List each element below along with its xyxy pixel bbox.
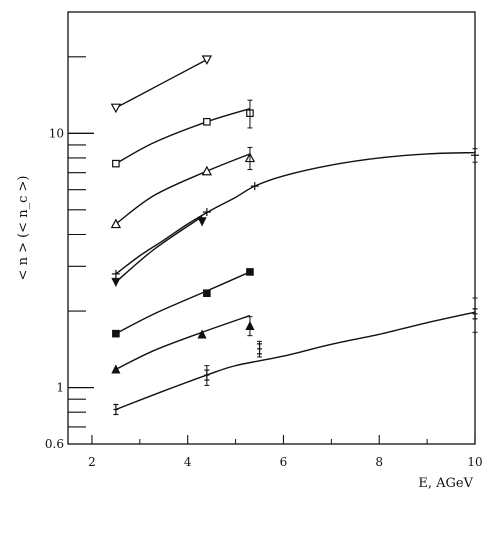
plot-frame [67,11,476,445]
series-curve [115,153,251,225]
marker-triangle-up-filled [111,364,121,374]
marker-triangle-down-open [110,103,122,114]
series-curve [115,314,251,370]
series-curve [115,311,476,411]
x-tick-label: 6 [280,455,288,469]
marker-triangle-down-open [201,55,213,66]
y-tick-label: 0.6 [45,437,64,451]
marker-square-filled [112,329,120,338]
series-curve [115,216,203,283]
x-tick-label: 2 [88,455,96,469]
marker-square-filled [203,289,211,298]
y-axis-title: < n > (< n_c >) [16,176,31,281]
series-curve [115,271,251,335]
axis-ticks [68,11,476,445]
x-tick-label: 10 [467,455,482,469]
marker-triangle-down-filled [111,277,121,288]
y-tick-label: 1 [56,381,64,395]
series-curves [115,58,476,411]
marker-square-open [203,117,211,126]
y-tick-label: 10 [49,126,64,140]
marker-triangle-up-open [201,165,213,176]
data-markers [110,55,479,416]
series-curve [115,108,251,165]
x-axis-title: E, AGeV [418,476,473,491]
x-tick-label: 8 [375,455,383,469]
series-curve [115,151,476,275]
tick-labels: 2 4 6 8 10 0.6 1 10 [45,126,483,469]
marker-square-filled [246,268,254,276]
marker-triangle-down-filled [197,217,207,227]
marker-triangle-up-filled [197,329,207,339]
x-tick-label: 4 [184,455,192,469]
series-curve [115,58,208,109]
marker-triangle-up-open [110,218,122,229]
marker-square-open [112,159,120,168]
